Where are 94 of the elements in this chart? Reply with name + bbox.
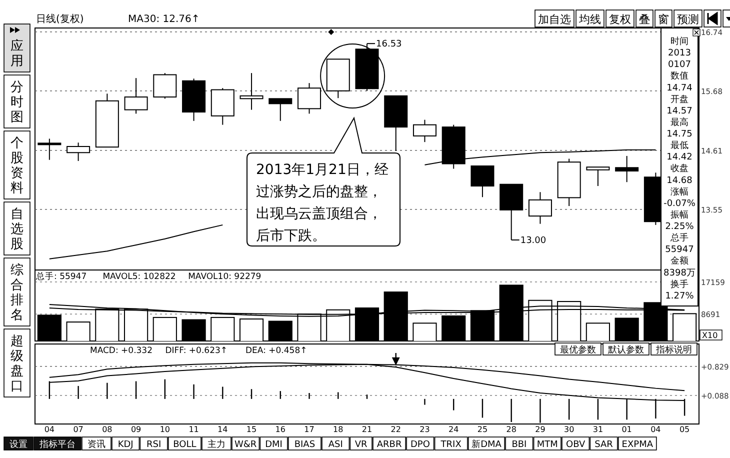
- text: DPO: [410, 440, 430, 450]
- y-axis-title: X10: [702, 331, 718, 340]
- x-tick-label: 04: [650, 425, 661, 434]
- text: 指标平台: [38, 439, 76, 450]
- text: OBV: [566, 440, 586, 450]
- x-tick-label: 24: [448, 425, 459, 434]
- text: 主力: [208, 439, 226, 450]
- text: 加自选: [538, 13, 571, 26]
- x-tick-label: 25: [477, 425, 488, 434]
- x-tick-label: 17: [304, 425, 314, 434]
- text: 日线(复权): [36, 13, 84, 25]
- x-tick-label: 21: [362, 425, 372, 434]
- text: 预测: [677, 13, 699, 26]
- x-tick-label: 01: [622, 425, 632, 434]
- text: RSI: [146, 440, 162, 450]
- annotation: 数值: [670, 70, 688, 82]
- annotation: 总手: [670, 232, 688, 244]
- text: VR: [354, 440, 368, 450]
- text: 设置: [10, 439, 28, 450]
- text: BIAS: [294, 440, 316, 450]
- annotation: 0107: [668, 60, 691, 70]
- text: BBI: [512, 440, 527, 450]
- annotation: 14.68: [666, 176, 693, 186]
- annotation: 2013: [668, 48, 691, 59]
- x-tick-label: 07: [73, 425, 84, 434]
- annotation: 收盘: [670, 163, 688, 174]
- annotation: DIFF: +0.623↑: [165, 346, 228, 356]
- x-tick-label: 22: [390, 425, 401, 434]
- annotation: 最高: [670, 116, 688, 128]
- annotation: 换手: [670, 278, 688, 290]
- text: W&R: [234, 440, 257, 450]
- x-tick-label: 31: [592, 425, 604, 434]
- annotation: 指标说明: [655, 344, 692, 356]
- annotation: 默认参数: [607, 344, 644, 356]
- annotation: 8398万: [664, 268, 696, 278]
- annotation: -0.07%: [664, 198, 696, 209]
- text: 新DMA: [472, 439, 502, 450]
- x-tick-label: 29: [535, 425, 546, 434]
- annotation: 金额: [670, 256, 688, 267]
- annotation: 1.27%: [665, 291, 694, 302]
- annotation: 时间: [670, 36, 688, 47]
- text: MTM: [536, 440, 558, 450]
- text: 叠: [639, 13, 650, 26]
- annotation: 14.75: [666, 130, 692, 140]
- annotation: 14.74: [666, 83, 693, 94]
- x-tick-label: 10: [160, 425, 170, 434]
- text: 自选股: [10, 207, 24, 252]
- annotation: MACD: +0.332: [90, 346, 153, 356]
- text: 超级盘口: [10, 334, 24, 394]
- annotation: 55947: [665, 245, 694, 256]
- x-tick-label: 28: [506, 425, 516, 434]
- text: 分时图: [10, 80, 24, 125]
- x-tick-label: 11: [188, 425, 199, 434]
- text: 均线: [578, 13, 601, 26]
- annotation: 最优参数: [560, 344, 596, 356]
- x-tick-label: 15: [246, 425, 257, 434]
- annotation: 16.53: [376, 40, 402, 50]
- x-tick-label: 16: [275, 425, 286, 434]
- annotation: DEA: +0.458↑: [246, 346, 308, 356]
- x-tick-label: 14: [218, 425, 228, 434]
- text: 应用: [10, 38, 24, 69]
- x-tick-label: 04: [44, 425, 55, 434]
- text: EXPMA: [622, 440, 654, 450]
- x-tick-label: 05: [679, 425, 690, 434]
- x-tick-label: 18: [333, 425, 344, 434]
- annotation: 总手: 55947: [35, 271, 87, 282]
- text: ARBR: [376, 440, 402, 450]
- annotation: 振幅: [670, 209, 688, 220]
- annotation: 14.42: [666, 152, 692, 163]
- annotation: 涨幅: [670, 186, 688, 198]
- annotation: 2.25%: [665, 222, 694, 232]
- text: KDJ: [118, 440, 134, 450]
- text: SAR: [594, 440, 613, 450]
- annotation: 13.00: [520, 236, 546, 246]
- x-tick-label: 23: [420, 425, 430, 434]
- text: 资讯: [88, 439, 106, 450]
- annotation: 2013年1月21日，经过涨势之后的盘整，出现乌云盖顶组合，后市下跌。: [256, 162, 388, 244]
- text: 复权: [609, 13, 631, 26]
- text: BOLL: [173, 440, 196, 450]
- x-tick-label: 30: [564, 425, 574, 434]
- x-tick-label: 08: [102, 425, 112, 434]
- annotation: MAVOL10: 92279: [188, 272, 262, 282]
- text: 窗: [658, 13, 669, 26]
- annotation: 最低: [670, 140, 688, 152]
- annotation: MAVOL5: 102822: [102, 272, 176, 282]
- annotation: 开盘: [670, 94, 688, 105]
- x-tick-label: 09: [130, 425, 142, 434]
- text: ASI: [328, 440, 343, 450]
- annotation: 14.57: [666, 106, 692, 116]
- text: 综合排名: [10, 263, 24, 323]
- text: TRIX: [440, 440, 462, 450]
- text: DMI: [265, 440, 282, 450]
- text: 个股资料: [10, 136, 24, 196]
- text: MA30: 12.76↑: [128, 14, 200, 25]
